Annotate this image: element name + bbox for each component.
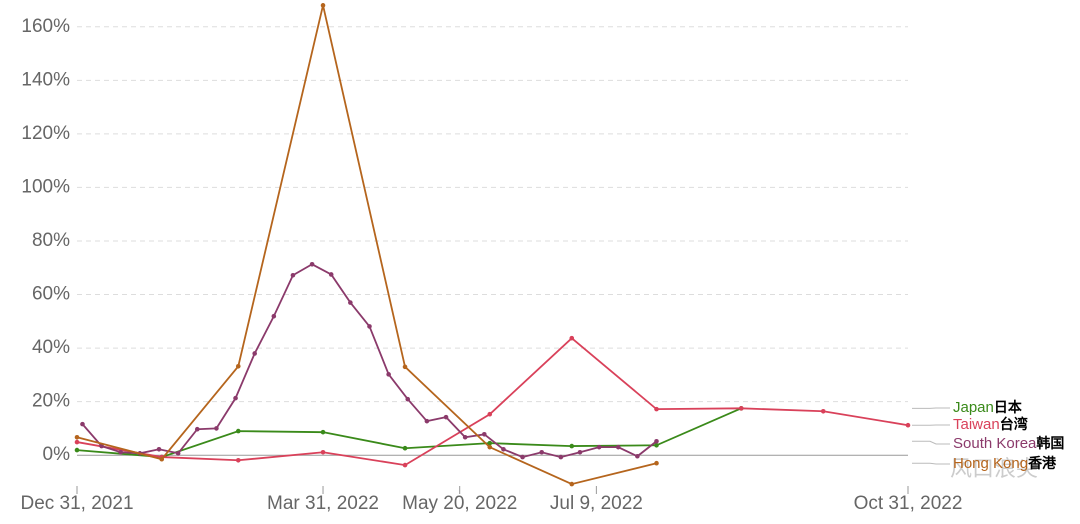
y-tick-label: 140%	[21, 69, 70, 90]
y-tick-label: 100%	[21, 176, 70, 197]
legend-name: Hong Kong	[953, 455, 1028, 472]
point	[176, 451, 181, 456]
point	[559, 455, 564, 460]
point	[569, 336, 574, 341]
point	[310, 262, 315, 267]
legend-name-cn: 台湾	[1000, 416, 1028, 432]
x-tick-label: Jul 9, 2022	[550, 493, 643, 514]
legend-leader	[912, 441, 950, 444]
point	[654, 439, 659, 444]
point	[233, 396, 238, 401]
legend-entry: South Korea韩国	[953, 435, 1064, 452]
point	[578, 450, 583, 455]
legend-leader	[912, 463, 950, 464]
point	[821, 409, 826, 414]
point	[463, 435, 468, 440]
point	[272, 314, 277, 319]
point	[403, 365, 408, 370]
legend-name-cn: 日本	[994, 399, 1023, 415]
legend-entry: Hong Kong香港	[953, 455, 1057, 472]
point	[569, 444, 574, 449]
point	[214, 426, 219, 431]
point	[321, 3, 326, 8]
point	[321, 430, 326, 435]
point	[348, 300, 353, 305]
point	[482, 432, 487, 437]
point	[501, 447, 506, 452]
point	[739, 406, 744, 411]
legend-name: Taiwan	[953, 416, 1000, 433]
point	[906, 423, 911, 428]
y-tick-label: 60%	[32, 284, 70, 305]
point	[75, 448, 80, 453]
point	[403, 463, 408, 468]
legend-name-cn: 香港	[1027, 455, 1057, 471]
legend-name-cn: 韩国	[1036, 435, 1064, 451]
point	[329, 272, 334, 277]
x-tick-label: Mar 31, 2022	[267, 493, 379, 514]
point	[654, 443, 659, 448]
point	[252, 351, 257, 356]
point	[405, 397, 410, 402]
y-tick-label: 80%	[32, 230, 70, 251]
point	[236, 364, 241, 369]
point	[157, 447, 162, 452]
point	[236, 458, 241, 463]
point	[654, 407, 659, 412]
legend-entry: Taiwan台湾	[953, 416, 1028, 433]
point	[159, 457, 164, 462]
point	[195, 427, 200, 432]
point	[75, 435, 80, 440]
x-tick-label: Dec 31, 2021	[20, 493, 133, 514]
point	[539, 450, 544, 455]
point	[367, 324, 372, 329]
point	[236, 429, 241, 434]
point	[520, 455, 525, 460]
y-tick-label: 160%	[21, 16, 70, 37]
point	[487, 445, 492, 450]
point	[654, 461, 659, 466]
point	[118, 450, 123, 455]
point	[597, 445, 602, 450]
x-tick-label: May 20, 2022	[402, 493, 517, 514]
y-tick-label: 0%	[43, 444, 71, 465]
legend-entry: Japan日本	[953, 399, 1023, 416]
y-tick-label: 120%	[21, 123, 70, 144]
legend-name: South Korea	[953, 435, 1037, 452]
y-tick-label: 20%	[32, 391, 70, 412]
series-line	[77, 408, 741, 457]
legend-name: Japan	[953, 399, 994, 416]
point	[403, 446, 408, 451]
point	[386, 372, 391, 377]
point	[444, 415, 449, 420]
point	[425, 419, 430, 424]
series-line	[82, 264, 656, 457]
point	[291, 273, 296, 278]
point	[616, 445, 621, 450]
x-tick-label: Oct 31, 2022	[854, 493, 963, 514]
y-tick-label: 40%	[32, 337, 70, 358]
point	[635, 454, 640, 459]
point	[321, 450, 326, 455]
point	[80, 422, 85, 427]
point	[487, 412, 492, 417]
point	[569, 482, 574, 487]
point	[75, 440, 80, 445]
series-line	[77, 5, 657, 484]
